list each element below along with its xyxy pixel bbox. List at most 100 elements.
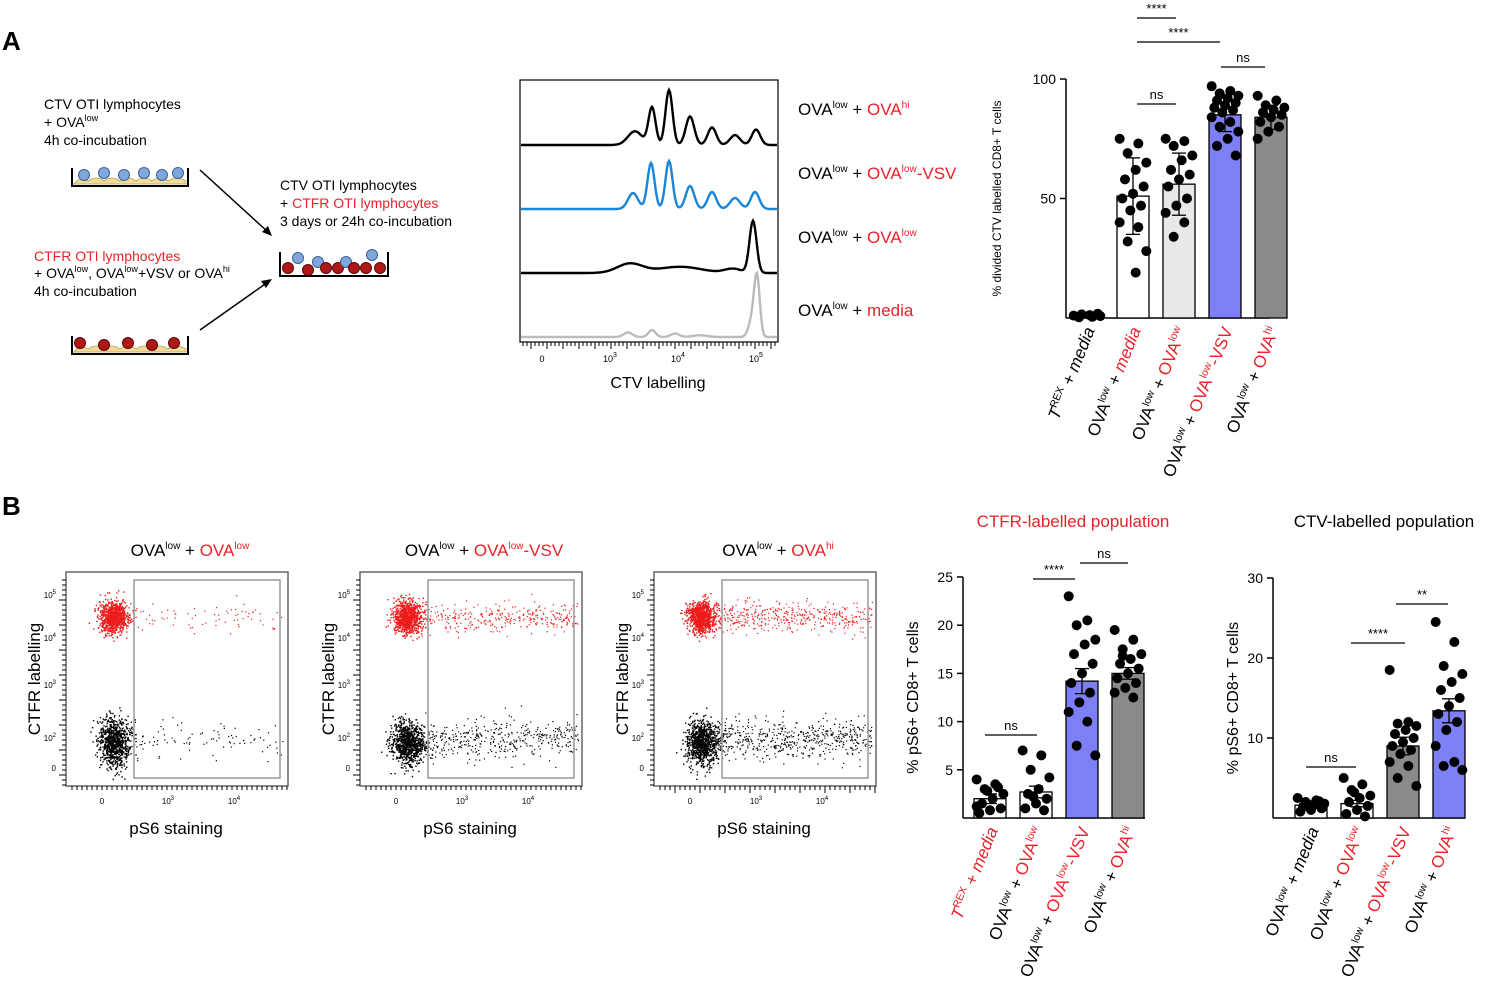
black-event <box>417 741 420 743</box>
red-event <box>441 615 443 617</box>
black-event <box>494 723 496 725</box>
black-event <box>408 746 410 748</box>
black-event <box>121 741 123 743</box>
red-event <box>568 618 570 620</box>
black-event <box>115 727 118 729</box>
black-event <box>408 751 411 753</box>
black-event <box>121 776 123 778</box>
red-event <box>528 624 530 626</box>
black-event <box>206 742 208 744</box>
black-event <box>474 722 476 724</box>
black-event <box>415 754 417 757</box>
black-event <box>121 766 123 769</box>
black-event <box>420 750 423 752</box>
red-event <box>110 609 113 612</box>
data-point <box>1174 174 1184 185</box>
red-event <box>101 625 103 627</box>
red-event <box>125 616 128 618</box>
black-event <box>128 728 130 730</box>
red-event <box>124 606 127 608</box>
black-event <box>123 747 126 750</box>
red-event <box>419 620 421 622</box>
black-event <box>411 743 413 745</box>
black-event <box>412 738 414 740</box>
red-event <box>425 614 427 616</box>
red-event <box>395 622 398 625</box>
black-event <box>118 748 121 751</box>
y-tick-label: 103 <box>44 680 57 690</box>
black-event <box>431 736 434 738</box>
black-event <box>110 756 113 759</box>
black-event <box>403 730 405 732</box>
red-event <box>393 616 395 618</box>
red-event <box>563 631 565 633</box>
black-event <box>413 749 415 752</box>
black-event <box>100 735 103 737</box>
red-event <box>418 597 420 600</box>
black-event <box>122 742 124 744</box>
red-event <box>438 619 440 621</box>
histogram-trace <box>521 217 777 275</box>
red-event <box>566 622 568 624</box>
black-event <box>430 748 432 750</box>
black-event <box>495 751 497 754</box>
red-event <box>122 599 124 601</box>
red-event <box>413 608 415 610</box>
x-tick-label: 104 <box>228 796 241 806</box>
black-event <box>410 746 413 748</box>
red-event <box>523 607 525 609</box>
red-event <box>215 606 218 609</box>
red-event <box>405 616 407 618</box>
black-event <box>523 734 525 737</box>
red-event <box>462 614 464 617</box>
red-event <box>485 623 487 626</box>
black-event <box>116 772 119 774</box>
black-event <box>420 746 423 748</box>
black-event <box>516 749 518 751</box>
red-event <box>420 627 422 629</box>
red-event <box>115 621 117 623</box>
ctv-cell <box>292 252 304 264</box>
red-event <box>94 609 96 612</box>
red-event <box>409 611 412 613</box>
black-event <box>91 726 94 729</box>
black-event <box>106 760 108 762</box>
black-event <box>116 726 118 728</box>
data-point <box>1252 133 1263 144</box>
black-event <box>480 733 482 736</box>
red-event <box>398 630 400 633</box>
red-event <box>514 619 516 621</box>
red-event <box>538 606 540 609</box>
black-event <box>520 732 522 734</box>
black-event <box>413 741 415 743</box>
black-event <box>467 743 470 745</box>
black-event <box>401 752 403 754</box>
red-event <box>429 618 432 620</box>
well-ctfr <box>71 336 189 355</box>
red-event <box>552 613 554 616</box>
black-event <box>411 721 413 723</box>
black-event <box>418 742 420 745</box>
black-event <box>385 743 388 745</box>
black-event <box>411 737 414 740</box>
red-event <box>389 622 392 624</box>
black-event <box>113 731 115 734</box>
schematic: CTV OTI lymphocytes + OVAlow 4h co-incub… <box>34 96 452 355</box>
red-event <box>401 624 403 627</box>
black-event <box>403 727 406 730</box>
red-event <box>430 610 432 613</box>
red-event <box>110 617 112 620</box>
red-event <box>403 610 405 613</box>
red-event <box>121 626 124 628</box>
black-event <box>402 751 404 753</box>
red-event <box>118 631 120 633</box>
black-event <box>529 745 531 747</box>
black-event <box>124 740 126 742</box>
black-event <box>162 728 164 730</box>
black-event <box>117 731 119 734</box>
black-event <box>267 761 269 763</box>
black-event <box>522 724 524 727</box>
black-event <box>130 753 132 755</box>
red-event <box>416 607 419 609</box>
